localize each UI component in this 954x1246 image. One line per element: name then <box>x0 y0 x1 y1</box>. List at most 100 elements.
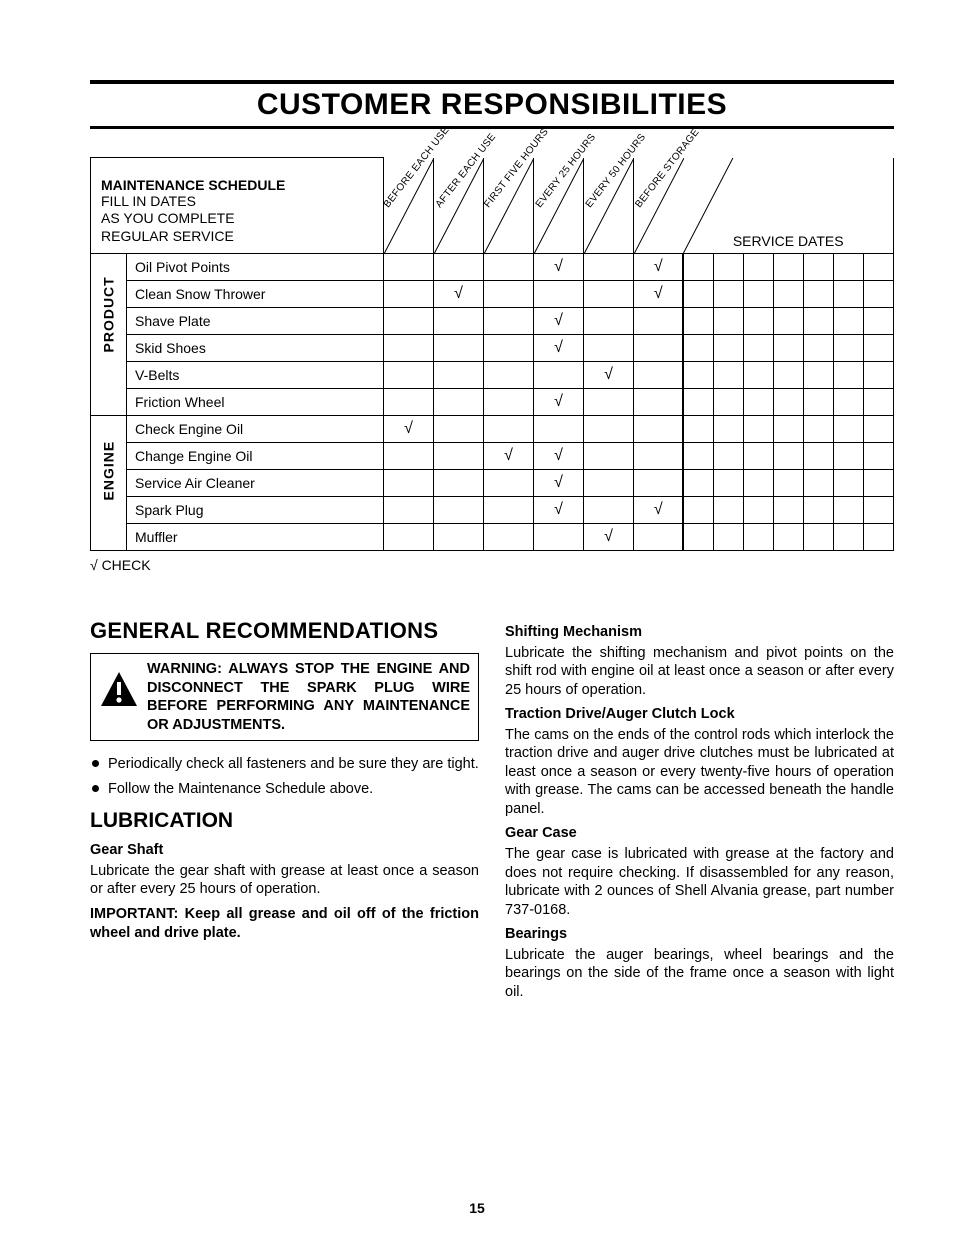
schedule-check-cell: √ <box>533 497 583 524</box>
schedule-check-cell <box>483 308 533 335</box>
schedule-check-cell: √ <box>433 281 483 308</box>
service-date-cell <box>683 308 713 335</box>
schedule-check-cell <box>583 443 633 470</box>
schedule-check-cell <box>633 443 683 470</box>
warning-icon <box>99 666 139 714</box>
service-date-cell <box>743 443 773 470</box>
service-date-cell <box>743 308 773 335</box>
schedule-check-cell <box>583 470 633 497</box>
schedule-check-cell <box>583 416 633 443</box>
section-heading: Traction Drive/Auger Clutch Lock <box>505 705 894 724</box>
schedule-check-cell: √ <box>533 470 583 497</box>
service-date-cell <box>713 443 743 470</box>
service-date-cell <box>863 362 893 389</box>
service-date-cell <box>803 362 833 389</box>
service-date-cell <box>743 497 773 524</box>
service-date-cell <box>683 389 713 416</box>
schedule-check-cell <box>433 308 483 335</box>
category-label: ENGINE <box>101 466 117 501</box>
service-date-cell <box>773 362 803 389</box>
schedule-check-cell: √ <box>533 335 583 362</box>
service-date-cell <box>713 524 743 551</box>
schedule-check-cell: √ <box>633 281 683 308</box>
schedule-header-left: MAINTENANCE SCHEDULEFILL IN DATESAS YOU … <box>91 158 384 254</box>
schedule-check-cell <box>633 308 683 335</box>
schedule-check-cell <box>483 524 533 551</box>
service-date-cell <box>773 470 803 497</box>
schedule-check-cell: √ <box>583 362 633 389</box>
schedule-title: MAINTENANCE SCHEDULE <box>101 177 373 193</box>
schedule-check-cell: √ <box>383 416 433 443</box>
service-date-cell <box>713 335 743 362</box>
schedule-check-cell <box>483 416 533 443</box>
schedule-item: Friction Wheel <box>127 389 384 416</box>
schedule-check-cell <box>433 497 483 524</box>
schedule-col-header: BEFORE EACH USE <box>383 158 433 254</box>
service-date-cell <box>863 281 893 308</box>
schedule-subtitle-line: AS YOU COMPLETE <box>101 210 373 228</box>
schedule-check-cell <box>633 470 683 497</box>
schedule-check-cell <box>383 362 433 389</box>
category-cell: PRODUCT <box>91 254 127 416</box>
schedule-check-cell <box>483 497 533 524</box>
service-date-cell <box>833 335 863 362</box>
service-date-cell <box>743 470 773 497</box>
schedule-check-cell <box>383 443 433 470</box>
schedule-check-cell <box>583 281 633 308</box>
body-columns: GENERAL RECOMMENDATIONS WARNING: ALWAYS … <box>90 617 894 1007</box>
service-date-cell <box>773 308 803 335</box>
check-legend: √ CHECK <box>90 557 894 573</box>
schedule-check-cell <box>433 470 483 497</box>
service-date-cell <box>803 524 833 551</box>
service-date-cell <box>803 281 833 308</box>
service-date-cell <box>713 416 743 443</box>
service-date-cell <box>803 497 833 524</box>
schedule-check-cell <box>433 254 483 281</box>
schedule-check-cell <box>433 443 483 470</box>
schedule-check-cell <box>383 308 433 335</box>
schedule-check-cell <box>433 524 483 551</box>
service-date-cell <box>743 362 773 389</box>
schedule-check-cell <box>483 281 533 308</box>
service-date-cell <box>713 362 743 389</box>
schedule-check-cell <box>383 389 433 416</box>
service-date-cell <box>833 416 863 443</box>
schedule-check-cell: √ <box>583 524 633 551</box>
service-date-cell <box>683 416 713 443</box>
service-date-cell <box>833 470 863 497</box>
service-date-cell <box>833 389 863 416</box>
schedule-check-cell <box>383 281 433 308</box>
service-date-cell <box>713 281 743 308</box>
general-recommendations-heading: GENERAL RECOMMENDATIONS <box>90 617 479 645</box>
title-rule-bottom <box>90 126 894 129</box>
service-date-cell <box>833 524 863 551</box>
section-heading: Shifting Mechanism <box>505 623 894 642</box>
schedule-col-header: AFTER EACH USE <box>433 158 483 254</box>
schedule-item: Oil Pivot Points <box>127 254 384 281</box>
schedule-subtitle-line: FILL IN DATES <box>101 193 373 211</box>
schedule-col-header: EVERY 25 HOURS <box>533 158 583 254</box>
schedule-check-cell <box>533 416 583 443</box>
service-date-cell <box>863 308 893 335</box>
schedule-check-cell: √ <box>633 497 683 524</box>
service-date-cell <box>833 362 863 389</box>
service-date-cell <box>863 335 893 362</box>
schedule-check-cell <box>383 335 433 362</box>
schedule-item: Shave Plate <box>127 308 384 335</box>
service-date-cell <box>743 254 773 281</box>
category-cell: ENGINE <box>91 416 127 551</box>
section-body: The gear case is lubricated with grease … <box>505 845 894 919</box>
schedule-check-cell <box>483 335 533 362</box>
service-date-cell <box>683 335 713 362</box>
schedule-check-cell <box>483 389 533 416</box>
schedule-check-cell <box>383 524 433 551</box>
service-date-cell <box>833 497 863 524</box>
service-date-cell <box>803 470 833 497</box>
service-date-cell <box>683 254 713 281</box>
schedule-check-cell <box>433 335 483 362</box>
schedule-check-cell <box>433 389 483 416</box>
service-date-cell <box>833 254 863 281</box>
schedule-subtitle-line: REGULAR SERVICE <box>101 228 373 246</box>
service-date-cell <box>803 389 833 416</box>
service-date-cell <box>773 524 803 551</box>
